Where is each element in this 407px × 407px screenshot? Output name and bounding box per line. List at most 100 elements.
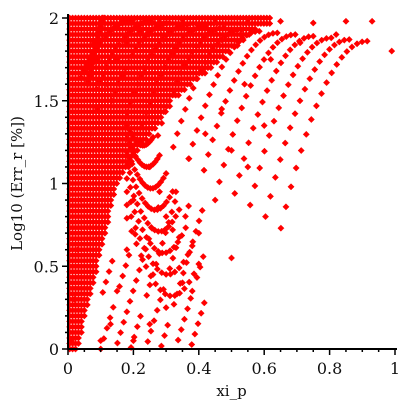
data-point: [143, 291, 151, 299]
data-point: [245, 139, 253, 147]
data-point: [178, 16, 186, 24]
data-point: [77, 74, 85, 82]
data-point: [145, 29, 153, 37]
x-axis-label: xi_p: [216, 382, 246, 400]
data-point: [306, 75, 314, 83]
data-point: [160, 174, 167, 182]
data-point: [182, 224, 190, 232]
data-point: [126, 183, 134, 191]
data-point: [233, 117, 241, 125]
data-point: [312, 102, 320, 110]
data-point: [244, 16, 252, 24]
data-point: [116, 282, 124, 290]
data-point: [209, 46, 217, 53]
data-point: [123, 214, 131, 222]
data-point: [258, 98, 266, 106]
data-point: [144, 219, 152, 227]
data-point: [168, 50, 176, 58]
data-point: [93, 55, 101, 63]
data-point: [239, 59, 247, 67]
data-point: [98, 235, 106, 243]
data-point: [218, 105, 226, 113]
data-point: [110, 191, 118, 199]
data-point: [77, 328, 85, 336]
data-point: [275, 104, 283, 112]
data-point: [211, 16, 219, 24]
data-point: [165, 218, 173, 226]
data-point: [157, 113, 165, 121]
data-point: [243, 31, 251, 39]
data-point: [92, 257, 100, 265]
data-point: [252, 41, 260, 49]
data-point: [160, 285, 167, 293]
data-point: [126, 297, 134, 305]
data-point: [254, 111, 262, 119]
data-point: [225, 29, 233, 37]
data-point: [129, 337, 137, 345]
data-point: [235, 171, 243, 179]
data-point: [95, 246, 103, 254]
data-point: [146, 281, 154, 289]
data-point: [102, 63, 110, 71]
data-point: [166, 247, 174, 255]
data-point: [210, 81, 218, 89]
data-point: [194, 24, 202, 32]
data-point: [131, 23, 139, 31]
data-point: [358, 38, 366, 46]
data-point: [145, 253, 153, 261]
data-point: [301, 85, 309, 93]
data-point: [195, 229, 203, 237]
data-point: [198, 206, 206, 214]
data-point: [172, 212, 180, 220]
data-point: [90, 39, 98, 47]
data-point: [281, 139, 289, 147]
data-point: [189, 238, 197, 246]
data-point: [99, 36, 107, 44]
data-point: [188, 341, 196, 349]
data-point: [119, 272, 127, 280]
data-point: [136, 312, 144, 320]
data-point: [139, 256, 147, 264]
data-point: [185, 278, 193, 286]
data-point: [185, 54, 193, 62]
data-point: [123, 135, 131, 143]
data-point: [277, 224, 285, 232]
data-point: [133, 171, 141, 179]
data-point: [133, 323, 141, 331]
data-point: [282, 203, 290, 211]
data-point: [92, 45, 100, 53]
data-point: [348, 43, 356, 51]
data-point: [161, 63, 169, 71]
data-point: [244, 163, 252, 171]
data-point: [173, 23, 181, 31]
data-point: [107, 202, 115, 210]
data-point: [335, 38, 343, 46]
data-point: [181, 105, 189, 113]
data-point: [201, 59, 209, 67]
data-point: [96, 77, 104, 85]
data-point: [150, 244, 158, 252]
data-point: [211, 196, 219, 204]
data-point: [150, 317, 158, 325]
data-point: [296, 97, 304, 105]
data-point: [213, 40, 221, 48]
data-point: [221, 32, 229, 40]
data-point: [388, 47, 396, 55]
data-point: [273, 29, 281, 37]
data-point: [97, 22, 105, 30]
data-point: [77, 317, 85, 325]
data-point: [123, 188, 131, 196]
data-point: [260, 147, 268, 155]
data-point: [316, 58, 324, 66]
data-point: [158, 119, 166, 127]
data-point: [151, 124, 159, 132]
data-point: [101, 224, 109, 232]
data-point: [177, 117, 185, 125]
data-point: [242, 92, 250, 100]
data-point: [166, 265, 174, 273]
data-point: [175, 91, 183, 99]
data-point: [271, 173, 279, 181]
data-point: [318, 90, 325, 98]
data-point: [251, 182, 259, 190]
data-point: [286, 124, 294, 132]
